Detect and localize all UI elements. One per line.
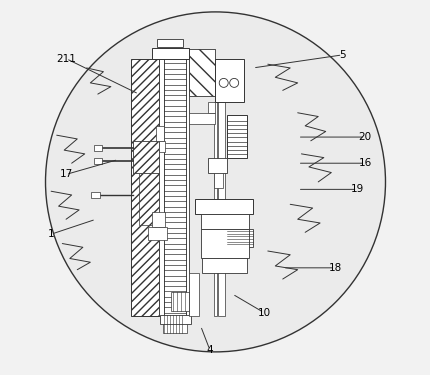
Bar	[189, 113, 215, 124]
Text: 211: 211	[56, 54, 76, 64]
Bar	[159, 141, 165, 152]
Bar	[94, 145, 102, 151]
Bar	[218, 102, 225, 316]
Circle shape	[46, 12, 384, 352]
Bar	[185, 57, 189, 316]
Text: 5: 5	[338, 50, 345, 60]
Bar	[148, 227, 166, 240]
Bar	[194, 199, 252, 214]
Text: 19: 19	[350, 184, 363, 194]
Bar	[189, 273, 198, 316]
Text: 10: 10	[257, 308, 270, 318]
Bar	[200, 214, 249, 229]
Bar	[133, 141, 159, 172]
Bar	[131, 58, 159, 316]
Bar	[163, 57, 185, 316]
Bar	[226, 115, 247, 158]
Bar	[133, 141, 159, 172]
Text: 4: 4	[206, 345, 213, 355]
Bar	[208, 102, 215, 113]
Bar	[138, 172, 161, 225]
Bar	[155, 126, 163, 141]
Bar	[160, 315, 190, 324]
Bar	[208, 158, 226, 172]
Text: 20: 20	[358, 132, 371, 142]
Bar	[215, 58, 243, 102]
Text: 16: 16	[357, 158, 371, 168]
Bar	[202, 258, 247, 273]
Text: 17: 17	[59, 170, 73, 179]
Bar	[159, 58, 163, 316]
Bar	[226, 229, 252, 247]
Bar	[189, 49, 215, 96]
Bar	[91, 192, 99, 198]
Bar	[213, 172, 222, 188]
Bar	[213, 102, 217, 316]
Bar	[200, 229, 249, 258]
Bar	[152, 48, 189, 58]
Bar	[170, 292, 194, 311]
Text: 18: 18	[328, 263, 341, 273]
Bar	[157, 39, 183, 47]
Bar	[163, 324, 187, 333]
Bar	[94, 158, 102, 164]
Bar	[152, 212, 165, 227]
Text: 1: 1	[48, 229, 54, 239]
